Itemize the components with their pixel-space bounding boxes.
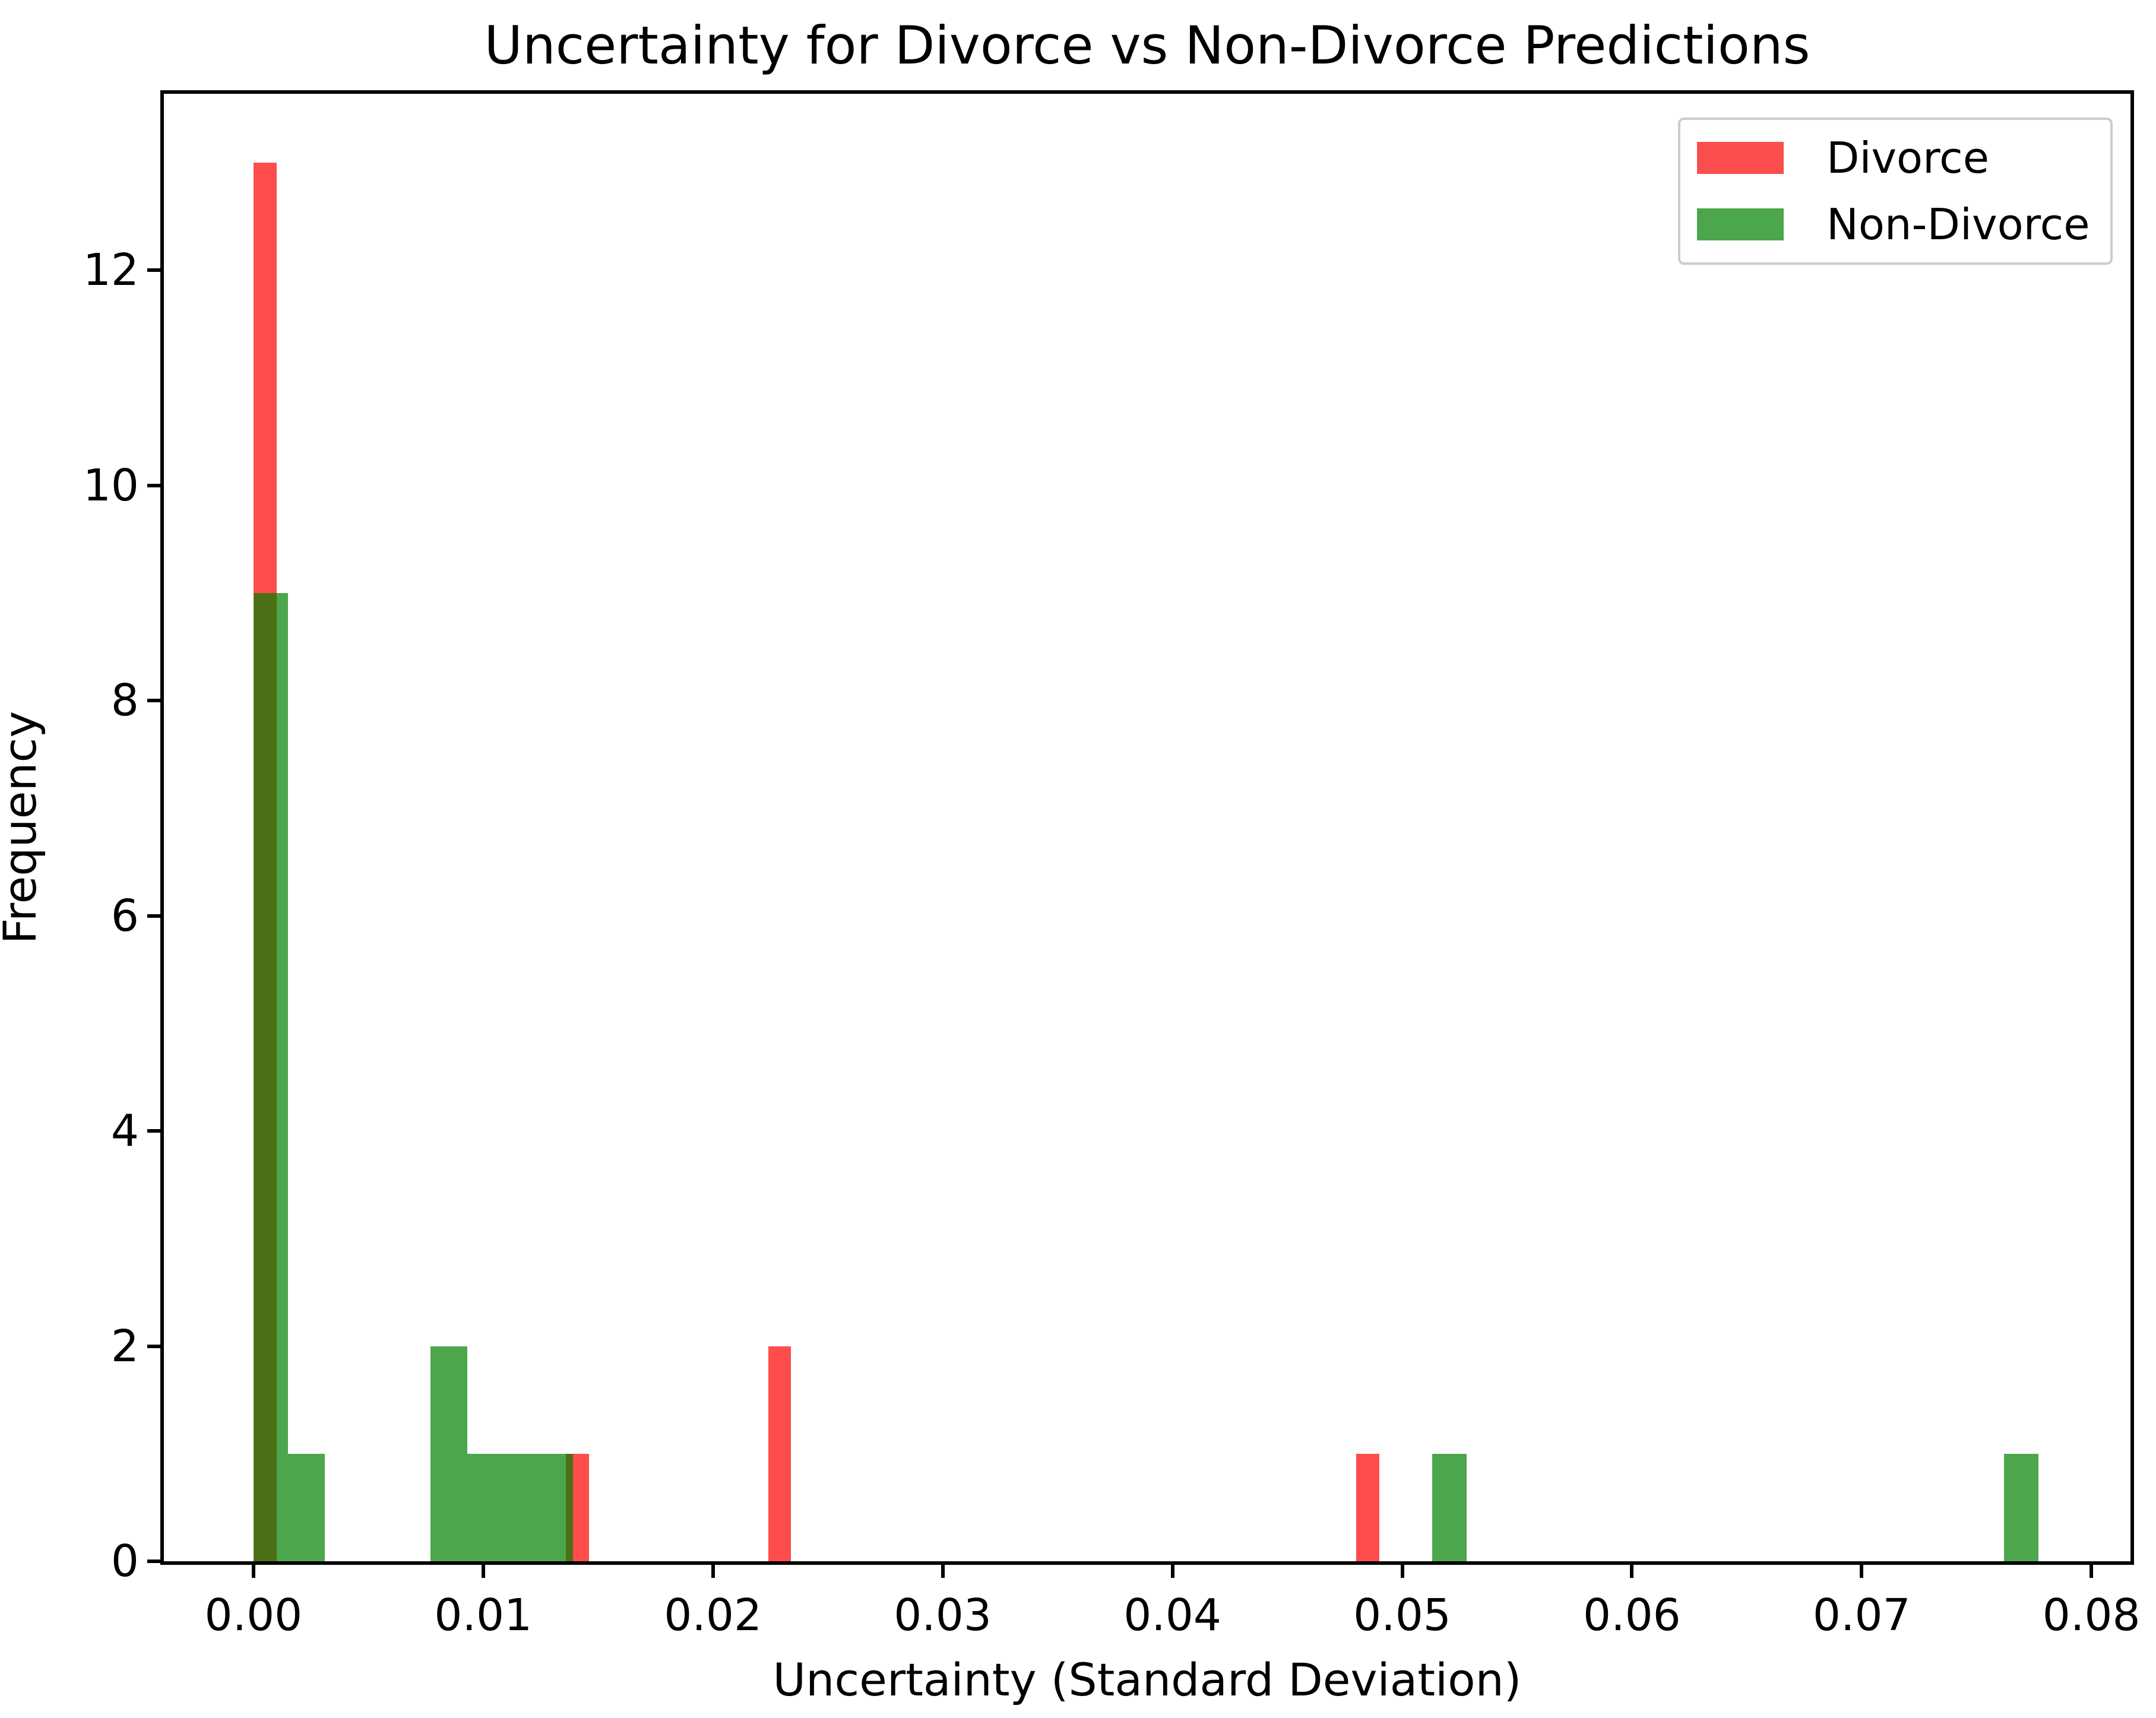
x-axis-tick (481, 1565, 485, 1578)
x-axis-tick-label: 0.08 (2042, 1590, 2141, 1641)
y-axis-tick-label: 2 (110, 1320, 139, 1372)
y-axis-tick-label: 12 (83, 245, 139, 296)
x-axis-tick-label: 0.07 (1812, 1590, 1911, 1641)
y-axis-tick-label: 4 (110, 1105, 139, 1157)
y-axis-tick (147, 483, 160, 487)
y-axis-tick (147, 1344, 160, 1348)
bar-divorce (768, 1346, 792, 1561)
y-axis-tick (147, 914, 160, 918)
bar-non-divorce (253, 592, 288, 1561)
x-axis-tick (1630, 1565, 1634, 1578)
bar-non-divorce (430, 1346, 467, 1561)
x-axis-tick (1170, 1565, 1174, 1578)
legend-row: Divorce (1697, 134, 2094, 182)
x-axis-tick-label: 0.02 (664, 1590, 762, 1641)
y-axis-tick (147, 1559, 160, 1563)
bar-non-divorce (467, 1453, 502, 1561)
y-axis-tick-label: 10 (83, 459, 139, 511)
x-axis-tick (2089, 1565, 2094, 1578)
x-axis-tick (711, 1565, 715, 1578)
bar-non-divorce (501, 1453, 539, 1561)
bar-non-divorce (287, 1453, 325, 1561)
y-axis-tick (147, 699, 160, 703)
bar-non-divorce (538, 1453, 573, 1561)
x-axis-tick-label: 0.01 (434, 1590, 533, 1641)
x-axis-tick-label: 0.05 (1353, 1590, 1451, 1641)
legend-swatch-divorce (1697, 142, 1784, 174)
x-axis-tick (1860, 1565, 1864, 1578)
x-axis-tick (1400, 1565, 1404, 1578)
legend-label: Non-Divorce (1826, 199, 2090, 249)
y-axis-tick-label: 6 (110, 890, 139, 942)
legend-swatch-non-divorce (1697, 208, 1784, 240)
legend-label: Divorce (1826, 133, 1990, 183)
plot-area (160, 90, 2134, 1565)
bar-non-divorce (1432, 1453, 1467, 1561)
histogram-bars-layer (164, 94, 2130, 1561)
x-axis-tick-label: 0.04 (1123, 1590, 1221, 1641)
x-axis-tick (941, 1565, 945, 1578)
y-axis-tick-label: 0 (110, 1536, 139, 1587)
chart-title: Uncertainty for Divorce vs Non-Divorce P… (484, 15, 1810, 76)
x-axis-label: Uncertainty (Standard Deviation) (773, 1653, 1522, 1706)
bar-non-divorce (2004, 1453, 2039, 1561)
legend: Divorce Non-Divorce (1678, 118, 2113, 265)
x-axis-tick-label: 0.00 (204, 1590, 303, 1641)
legend-row: Non-Divorce (1697, 201, 2094, 248)
x-axis-tick-label: 0.06 (1583, 1590, 1681, 1641)
x-axis-tick (251, 1565, 255, 1578)
bar-divorce (1356, 1453, 1379, 1561)
y-axis-tick (147, 1129, 160, 1133)
y-axis-tick (147, 268, 160, 272)
y-axis-tick-label: 8 (110, 675, 139, 727)
x-axis-tick-label: 0.03 (894, 1590, 992, 1641)
